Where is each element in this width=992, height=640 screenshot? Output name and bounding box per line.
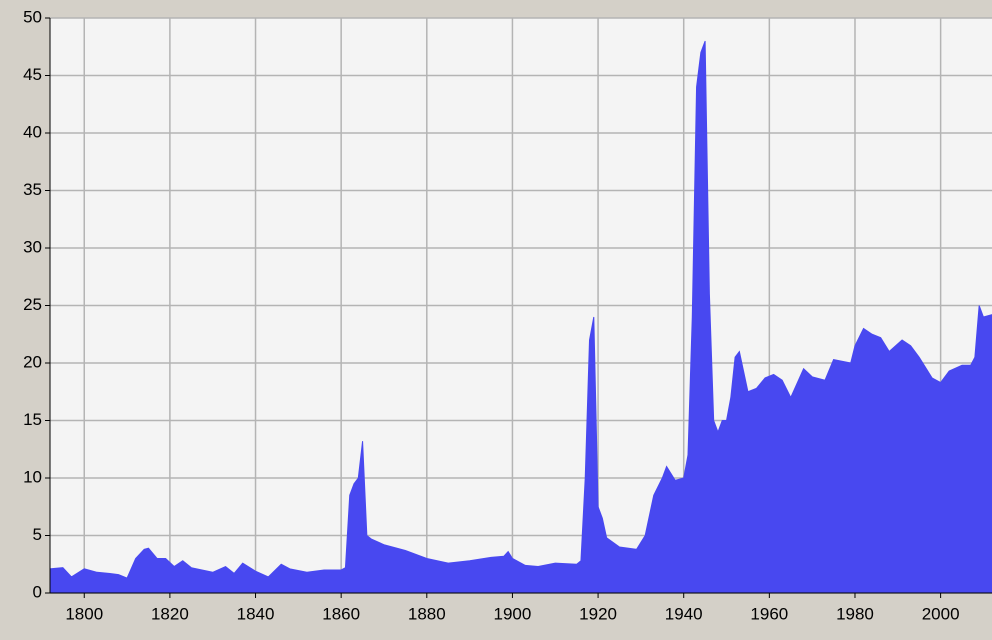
y-tick-label: 0: [33, 582, 42, 601]
x-tick-label: 1900: [494, 604, 532, 623]
y-tick-label: 20: [23, 352, 42, 371]
x-tick-label: 1840: [237, 604, 275, 623]
x-tick-label: 1880: [408, 604, 446, 623]
x-tick-label: 1960: [750, 604, 788, 623]
x-tick-label: 1860: [322, 604, 360, 623]
x-tick-label: 1820: [151, 604, 189, 623]
y-tick-label: 30: [23, 237, 42, 256]
y-tick-label: 40: [23, 122, 42, 141]
y-tick-label: 50: [23, 7, 42, 26]
y-tick-label: 10: [23, 467, 42, 486]
y-tick-label: 5: [33, 525, 42, 544]
y-tick-label: 35: [23, 180, 42, 199]
x-tick-label: 2000: [922, 604, 960, 623]
x-tick-label: 1800: [65, 604, 103, 623]
area: [49, 40, 992, 594]
x-tick-label: 1940: [665, 604, 703, 623]
y-tick-label: 25: [23, 295, 42, 314]
y-tick-label: 15: [23, 410, 42, 429]
x-tick-label: 1920: [579, 604, 617, 623]
y-tick-label: 45: [23, 65, 42, 84]
x-tick-label: 1980: [836, 604, 874, 623]
